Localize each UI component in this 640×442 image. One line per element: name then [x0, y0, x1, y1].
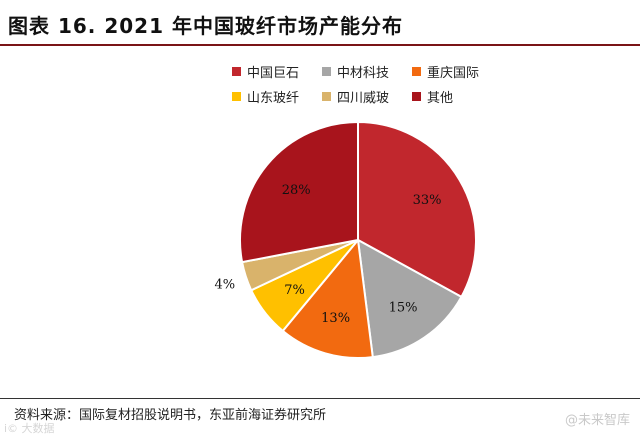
- title-rule: [0, 44, 640, 46]
- watermark-text: @未来智库: [564, 413, 630, 428]
- legend-swatch: [322, 67, 331, 76]
- data-label: 4%: [215, 277, 236, 292]
- watermark-text-left: i© 大数据: [4, 422, 55, 435]
- legend-swatch: [232, 67, 241, 76]
- legend-item: 四川威玻: [322, 87, 412, 106]
- legend-item: 中材科技: [322, 62, 412, 81]
- legend-swatch: [322, 92, 331, 101]
- legend-item: 重庆国际: [412, 62, 502, 81]
- legend-swatch: [232, 92, 241, 101]
- legend-swatch: [412, 92, 421, 101]
- legend-swatch: [412, 67, 421, 76]
- legend-label: 山东玻纤: [247, 91, 300, 106]
- legend-label: 重庆国际: [427, 66, 480, 81]
- chart-legend: 中国巨石 中材科技 重庆国际 山东玻纤 四川威玻 其他: [232, 62, 492, 106]
- pie-slice: [356, 238, 463, 359]
- pie-slice: [357, 120, 477, 299]
- source-note: 资料来源：国际复材招股说明书，东亚前海证券研究所: [14, 408, 327, 423]
- pie-slice: [239, 120, 359, 264]
- data-label: 13%: [321, 311, 350, 326]
- data-label: 33%: [413, 193, 442, 208]
- source-rule: [0, 398, 640, 399]
- legend-item: 山东玻纤: [232, 87, 322, 106]
- legend-label: 四川威玻: [337, 91, 390, 106]
- data-label: 7%: [284, 283, 305, 298]
- legend-label: 中材科技: [337, 66, 390, 81]
- legend-item: 其他: [412, 87, 502, 106]
- legend-label: 中国巨石: [247, 66, 300, 81]
- data-label: 28%: [282, 183, 311, 198]
- pie-slice: [281, 237, 374, 359]
- data-label: 15%: [389, 300, 418, 315]
- legend-label: 其他: [427, 91, 454, 106]
- figure-title: 图表 16. 2021 年中国玻纤市场产能分布: [8, 14, 403, 38]
- legend-item: 中国巨石: [232, 62, 322, 81]
